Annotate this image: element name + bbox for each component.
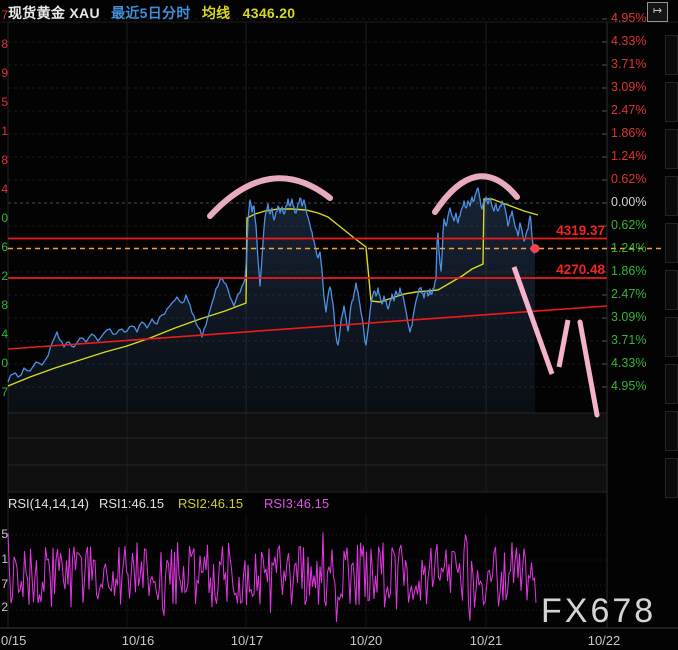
left-axis-clipped-digit: 5 — [1, 95, 8, 109]
percent-label: 1.24% — [611, 149, 647, 163]
side-panel-handle — [665, 317, 678, 357]
middle-panel — [8, 413, 607, 492]
ma-label: 均线 — [201, 5, 231, 21]
percent-label: 3.71% — [611, 57, 647, 71]
x-axis-label: 10/21 — [469, 633, 503, 648]
percent-label: 2.47% — [611, 103, 647, 117]
percent-label: 4.95% — [611, 11, 647, 25]
collapse-panel-icon[interactable]: ↦ — [647, 2, 668, 22]
left-axis-clipped-digit: 1 — [1, 124, 8, 138]
side-panel-handle — [665, 411, 678, 451]
price-area-fill — [8, 188, 535, 413]
percent-label: 0.00% — [611, 195, 647, 209]
x-axis-label: 10/20 — [349, 633, 383, 648]
annotation-arrow-stroke — [556, 319, 571, 368]
price-tag-lower: 4270.48 — [556, 262, 605, 277]
rsi3-value: RSI3:46.15 — [264, 496, 330, 511]
side-panel-handle — [665, 270, 678, 310]
fx678-watermark: FX678 — [541, 592, 657, 630]
percent-label: 4.95% — [611, 379, 647, 393]
side-panel-handle — [665, 458, 678, 498]
percent-label: 2.47% — [611, 287, 647, 301]
left-axis-clipped-digit: 8 — [1, 298, 8, 312]
left-axis-clipped-digit: 8 — [1, 37, 8, 51]
rsi-header-row: RSI(14,14,14) RSI1:46.15 RSI2:46.15 RSI3… — [0, 496, 678, 513]
rsi-axis-clipped-digit: 2 — [1, 600, 8, 614]
percent-label: 4.33% — [611, 356, 647, 370]
period-label[interactable]: 最近5日分时 — [111, 5, 191, 21]
rsi-axis-clipped-digit: 1 — [1, 552, 8, 566]
left-axis-clipped-digit: 4 — [1, 327, 8, 341]
x-axis-label: 0/15 — [1, 633, 27, 648]
side-panel-handle — [665, 364, 678, 404]
trend-line — [7, 305, 608, 350]
left-axis-clipped-digit: 2 — [1, 269, 8, 283]
percent-label: 4.33% — [611, 34, 647, 48]
percent-label: 1.24% — [611, 241, 647, 255]
annotation-arc — [207, 175, 333, 219]
rsi2-value: RSI2:46.15 — [178, 496, 244, 511]
left-axis-clipped-digit: 7 — [1, 8, 8, 22]
price-tag-upper: 4319.37 — [556, 223, 605, 238]
chart-title: 现货黄金 XAU 最近5日分时 均线 4346.20 — [8, 3, 295, 23]
side-panel-handle — [665, 176, 678, 216]
percent-label: 0.62% — [611, 218, 647, 232]
left-axis-clipped-digit: 4 — [1, 182, 8, 196]
symbol-name: 现货黄金 XAU — [8, 5, 100, 21]
ma-value: 4346.20 — [242, 5, 296, 21]
x-axis-label: 10/17 — [230, 633, 264, 648]
percent-label: 0.62% — [611, 172, 647, 186]
rsi1-value: RSI1:46.15 — [99, 496, 165, 511]
rsi-line — [7, 532, 537, 622]
left-axis-clipped-digit: 6 — [1, 240, 8, 254]
percent-label: 1.86% — [611, 264, 647, 278]
side-panel-handle — [665, 223, 678, 263]
left-axis-clipped-digit: 0 — [1, 211, 8, 225]
left-axis-clipped-digit: 9 — [1, 66, 8, 80]
side-panel-handle — [665, 82, 678, 122]
percent-label: 1.86% — [611, 126, 647, 140]
annotation-arrow-stroke — [511, 266, 555, 375]
percent-label: 3.09% — [611, 80, 647, 94]
left-axis-clipped-digit: 7 — [1, 385, 8, 399]
annotation-arrow-stroke — [577, 319, 600, 418]
side-panel-handle — [665, 35, 678, 75]
percent-label: 3.09% — [611, 310, 647, 324]
rsi-period-label: RSI(14,14,14) — [8, 496, 89, 511]
x-axis-label: 10/16 — [121, 633, 155, 648]
side-panel-handle — [665, 129, 678, 169]
percent-label: 3.71% — [611, 333, 647, 347]
annotation-arc — [432, 173, 520, 215]
price-line — [7, 187, 536, 383]
rsi-axis-clipped-digit: 5 — [1, 527, 8, 541]
current-price-dot — [530, 244, 540, 253]
left-axis-clipped-digit: 8 — [1, 153, 8, 167]
rsi-axis-clipped-digit: 7 — [1, 577, 8, 591]
x-axis-label: 10/22 — [587, 633, 621, 648]
left-axis-clipped-digit: 0 — [1, 356, 8, 370]
